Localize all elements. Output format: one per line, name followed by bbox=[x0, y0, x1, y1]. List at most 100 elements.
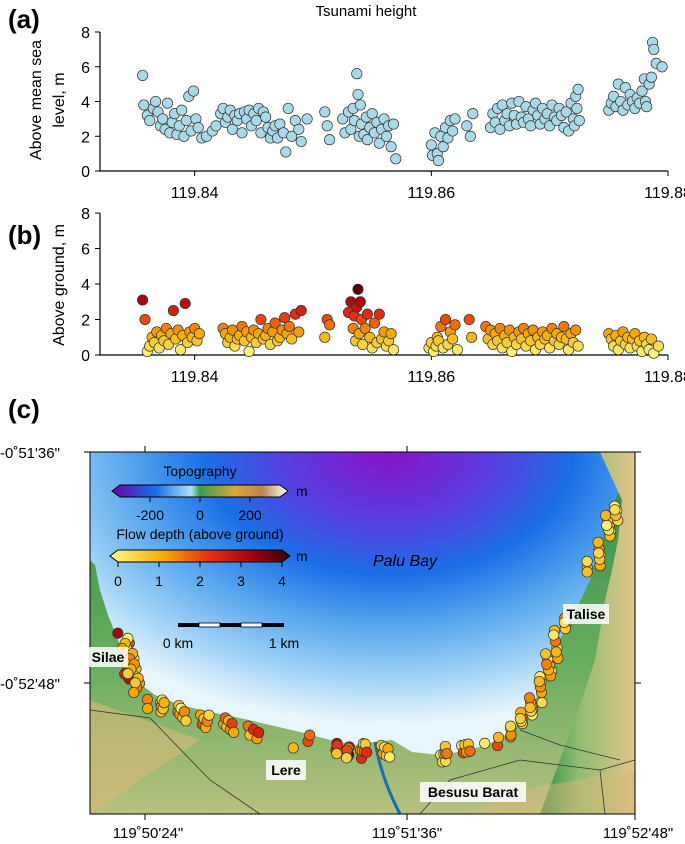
data-point bbox=[255, 313, 267, 326]
map-frame bbox=[89, 451, 636, 815]
data-point bbox=[187, 85, 200, 97]
data-point bbox=[451, 344, 463, 356]
data-point bbox=[439, 313, 452, 326]
map-point bbox=[504, 720, 517, 732]
scale-bar-segment bbox=[262, 623, 284, 627]
data-point bbox=[645, 71, 657, 83]
flow-ticks bbox=[117, 562, 283, 567]
land-east bbox=[540, 452, 635, 814]
topography-legend-title: Topography bbox=[163, 463, 236, 479]
data-point bbox=[354, 296, 366, 308]
panel-b-axes: 0 2 4 6 8 119.84 119.86 119.88 bbox=[81, 206, 685, 386]
data-point bbox=[648, 43, 660, 55]
data-point bbox=[139, 313, 151, 326]
panel-b-points bbox=[137, 283, 665, 359]
data-point bbox=[652, 340, 665, 352]
data-point bbox=[361, 308, 373, 320]
data-point bbox=[144, 115, 156, 127]
map-point bbox=[533, 675, 545, 688]
label-besusu-barat: Besusu Barat bbox=[428, 784, 519, 800]
data-point bbox=[167, 305, 179, 317]
panel-a-letter: (a) bbox=[8, 4, 40, 34]
data-point bbox=[354, 99, 366, 111]
map-point bbox=[550, 646, 562, 658]
data-point bbox=[359, 322, 371, 334]
data-point bbox=[636, 85, 648, 97]
label-silae-bg bbox=[88, 647, 128, 667]
map-body bbox=[90, 452, 635, 814]
data-point bbox=[179, 297, 191, 310]
data-point bbox=[193, 328, 205, 340]
lat-label-2: -0˚52'48" bbox=[0, 676, 60, 693]
data-point bbox=[366, 108, 378, 120]
scale-bar-segment bbox=[240, 622, 263, 628]
topography-tick-label: 0 bbox=[196, 507, 204, 523]
map-point bbox=[464, 745, 476, 757]
y-tick-label: 6 bbox=[81, 242, 90, 259]
map-point bbox=[541, 658, 553, 670]
scale-bar-left-label: 0 km bbox=[163, 635, 193, 651]
data-point bbox=[361, 134, 373, 146]
map-point bbox=[128, 686, 140, 699]
x-tick-label: 119.86 bbox=[407, 369, 455, 386]
lon-label-3: 119˚52'48" bbox=[603, 825, 673, 842]
map-point bbox=[122, 668, 134, 680]
map-point bbox=[331, 748, 343, 760]
y-tick-label: 6 bbox=[81, 60, 90, 77]
data-point bbox=[324, 319, 336, 331]
data-point bbox=[180, 115, 192, 127]
x-tick-label: 119.84 bbox=[171, 369, 219, 386]
data-point bbox=[319, 331, 331, 343]
scale-bar-segment bbox=[220, 623, 241, 627]
topography-tick-label: 200 bbox=[238, 507, 262, 523]
data-point bbox=[464, 130, 476, 142]
map-points bbox=[112, 500, 624, 768]
data-point bbox=[570, 324, 582, 336]
map-point bbox=[112, 627, 124, 639]
y-tick-label: 8 bbox=[81, 25, 90, 42]
data-point bbox=[656, 61, 668, 73]
data-point bbox=[373, 308, 385, 320]
data-point bbox=[161, 97, 174, 109]
flow-tick-label: 2 bbox=[196, 573, 204, 589]
map-point bbox=[540, 648, 552, 660]
map-point bbox=[129, 677, 141, 689]
data-point bbox=[368, 317, 381, 329]
data-point bbox=[293, 123, 305, 135]
lon-label-1: 119˚50'24" bbox=[113, 825, 183, 842]
x-tick-label: 119.88 bbox=[644, 369, 685, 386]
label-talise: Talise bbox=[567, 606, 606, 622]
map-point bbox=[441, 747, 453, 760]
data-point bbox=[437, 141, 449, 153]
label-lere-bg bbox=[266, 760, 306, 780]
label-talise-bg bbox=[563, 604, 609, 624]
data-point bbox=[572, 340, 584, 352]
data-point bbox=[560, 106, 572, 118]
data-point bbox=[351, 68, 363, 80]
data-point bbox=[282, 102, 294, 114]
data-point bbox=[321, 120, 333, 132]
map-point bbox=[341, 752, 353, 764]
label-besusu-barat-bg bbox=[420, 782, 526, 802]
data-point bbox=[137, 294, 149, 306]
data-point bbox=[280, 146, 292, 158]
panel-b-ylabel: Above ground, m bbox=[51, 224, 68, 346]
flow-tick-label: 3 bbox=[237, 573, 245, 589]
map-point bbox=[141, 693, 153, 705]
flow-tick-label: 1 bbox=[155, 573, 163, 589]
map-point bbox=[253, 727, 265, 739]
scale-bar-right-label: 1 km bbox=[269, 635, 299, 651]
river bbox=[373, 741, 402, 814]
y-tick-label: 0 bbox=[81, 164, 90, 181]
topography-colorbar bbox=[111, 484, 289, 498]
panel-a-title: Tsunami height bbox=[316, 3, 418, 20]
data-point bbox=[157, 113, 169, 125]
map-point bbox=[178, 706, 190, 718]
map-point bbox=[523, 692, 536, 704]
data-point bbox=[449, 113, 461, 125]
data-point bbox=[210, 120, 222, 132]
data-point bbox=[461, 120, 473, 132]
data-point bbox=[385, 328, 397, 340]
data-point bbox=[283, 321, 295, 333]
